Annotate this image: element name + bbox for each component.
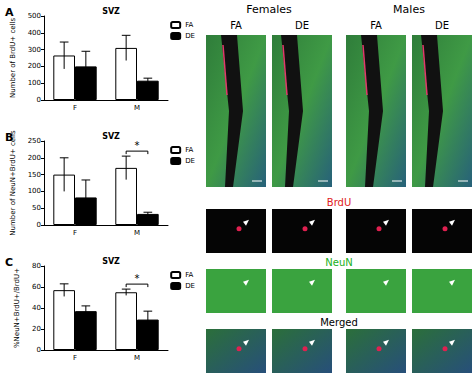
svg-text:M: M xyxy=(134,229,140,237)
svg-text:80: 80 xyxy=(32,262,41,270)
svg-text:F: F xyxy=(73,229,77,237)
svg-text:M: M xyxy=(134,104,140,112)
svg-text:100: 100 xyxy=(28,187,41,195)
svg-text:A: A xyxy=(5,6,14,19)
svg-text:SVZ: SVZ xyxy=(102,257,120,266)
svg-text:0: 0 xyxy=(37,346,41,354)
svg-text:FA: FA xyxy=(370,20,382,31)
svg-text:0: 0 xyxy=(37,221,41,229)
svg-text:*: * xyxy=(135,273,140,284)
svg-text:150: 150 xyxy=(28,171,41,179)
svg-text:BrdU: BrdU xyxy=(327,197,351,208)
svg-text:FA: FA xyxy=(185,146,193,154)
svg-text:60: 60 xyxy=(32,283,41,291)
svg-text:M: M xyxy=(134,354,140,362)
svg-text:50: 50 xyxy=(32,204,41,212)
svg-text:400: 400 xyxy=(28,29,41,37)
svg-text:100: 100 xyxy=(28,79,41,87)
svg-text:DE: DE xyxy=(295,20,309,31)
svg-text:20: 20 xyxy=(32,325,41,333)
svg-text:Merged: Merged xyxy=(320,317,358,328)
svg-text:DE: DE xyxy=(185,282,195,290)
svg-text:F: F xyxy=(73,104,77,112)
svg-text:Males: Males xyxy=(393,3,425,16)
svg-text:NeuN: NeuN xyxy=(325,257,352,268)
svg-text:Females: Females xyxy=(246,3,292,16)
svg-text:F: F xyxy=(73,354,77,362)
svg-text:500: 500 xyxy=(28,12,41,20)
svg-text:300: 300 xyxy=(28,46,41,54)
svg-text:SVZ: SVZ xyxy=(102,7,120,16)
svg-text:DE: DE xyxy=(435,20,449,31)
svg-text:Number of BrdU+ cells: Number of BrdU+ cells xyxy=(9,18,17,99)
svg-text:%NeuN+BrdU+/BrdU+: %NeuN+BrdU+/BrdU+ xyxy=(13,268,21,348)
svg-text:0: 0 xyxy=(37,96,41,104)
svg-text:DE: DE xyxy=(185,32,195,40)
svg-text:*: * xyxy=(135,140,140,151)
svg-text:200: 200 xyxy=(28,62,41,70)
svg-text:FA: FA xyxy=(230,20,242,31)
svg-text:C: C xyxy=(5,256,13,269)
svg-text:FA: FA xyxy=(185,271,193,279)
svg-text:B: B xyxy=(5,131,13,144)
svg-text:Number of NeuN+BrdU+ cells: Number of NeuN+BrdU+ cells xyxy=(9,130,17,236)
svg-text:250: 250 xyxy=(28,137,41,145)
svg-text:200: 200 xyxy=(28,154,41,162)
svg-text:40: 40 xyxy=(32,304,41,312)
svg-text:FA: FA xyxy=(185,21,193,29)
svg-text:SVZ: SVZ xyxy=(102,132,120,141)
svg-text:DE: DE xyxy=(185,157,195,165)
